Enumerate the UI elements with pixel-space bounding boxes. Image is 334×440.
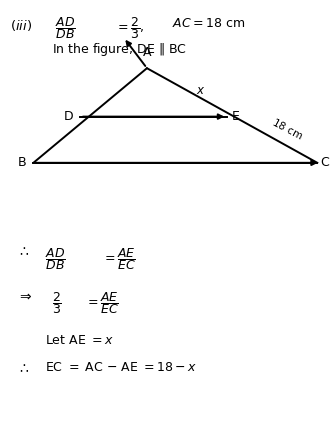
Text: EC $=$ AC $-$ AE $= 18 - x$: EC $=$ AC $-$ AE $= 18 - x$ <box>45 361 197 374</box>
Text: $\therefore$: $\therefore$ <box>17 361 29 375</box>
Text: $\dfrac{AD}{DB}$: $\dfrac{AD}{DB}$ <box>45 246 66 272</box>
Text: $\Rightarrow$: $\Rightarrow$ <box>17 288 32 302</box>
Text: $x$: $x$ <box>196 84 205 97</box>
Text: $= \dfrac{AE}{EC}$: $= \dfrac{AE}{EC}$ <box>85 290 119 316</box>
Text: A: A <box>143 45 151 59</box>
Text: In the figure, DE $\|$ BC: In the figure, DE $\|$ BC <box>52 41 187 58</box>
Text: $18$ cm: $18$ cm <box>270 116 305 142</box>
Text: $\therefore$: $\therefore$ <box>17 244 29 258</box>
Text: $AC = 18\ \mathrm{cm}$: $AC = 18\ \mathrm{cm}$ <box>172 17 245 30</box>
Text: $= \dfrac{2}{3},$: $= \dfrac{2}{3},$ <box>115 15 145 41</box>
Text: $(iii)$: $(iii)$ <box>10 18 32 33</box>
Text: $\dfrac{2}{3}$: $\dfrac{2}{3}$ <box>52 290 62 316</box>
Text: C: C <box>321 156 329 169</box>
Text: D: D <box>64 110 73 123</box>
Text: $\dfrac{AD}{DB}$: $\dfrac{AD}{DB}$ <box>55 15 76 41</box>
Text: E: E <box>232 110 240 123</box>
Text: B: B <box>18 156 27 169</box>
Text: $= \dfrac{AE}{EC}$: $= \dfrac{AE}{EC}$ <box>102 246 136 272</box>
Text: Let AE $= x$: Let AE $= x$ <box>45 334 114 348</box>
